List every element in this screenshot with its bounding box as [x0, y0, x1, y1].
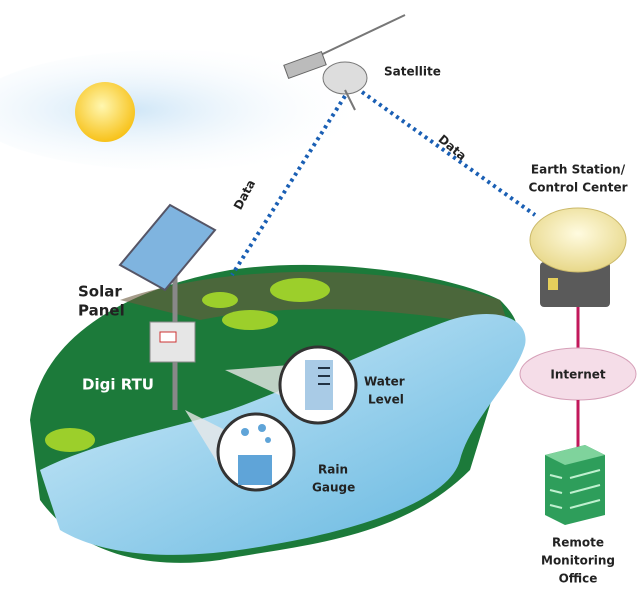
office-icon [545, 445, 605, 525]
rain-gauge-label: Gauge [312, 481, 355, 495]
station-label: Earth Station/ [531, 163, 626, 177]
water-level-icon [280, 347, 356, 423]
office-label: Monitoring [541, 554, 615, 568]
water-level-label: Level [368, 393, 404, 407]
satellite-label: Satellite [384, 65, 441, 79]
station-label: Control Center [528, 181, 627, 195]
water-level-label: Water [364, 375, 405, 389]
link-label: Data [231, 177, 258, 212]
sun [75, 82, 135, 142]
internet-label: Internet [550, 368, 605, 382]
solar-label: Panel [78, 302, 125, 320]
rain-gauge-label: Rain [318, 463, 348, 477]
earth-station-icon [530, 208, 626, 307]
rtu-icon [150, 322, 195, 362]
rain-gauge-icon [218, 414, 294, 490]
rtu-label: Digi RTU [82, 376, 154, 394]
office-label: Office [559, 572, 598, 586]
solar-label: Solar [78, 283, 122, 301]
diagram: Data Data Satellite Earth Station/ Contr… [0, 0, 642, 592]
office-label: Remote [552, 536, 604, 550]
